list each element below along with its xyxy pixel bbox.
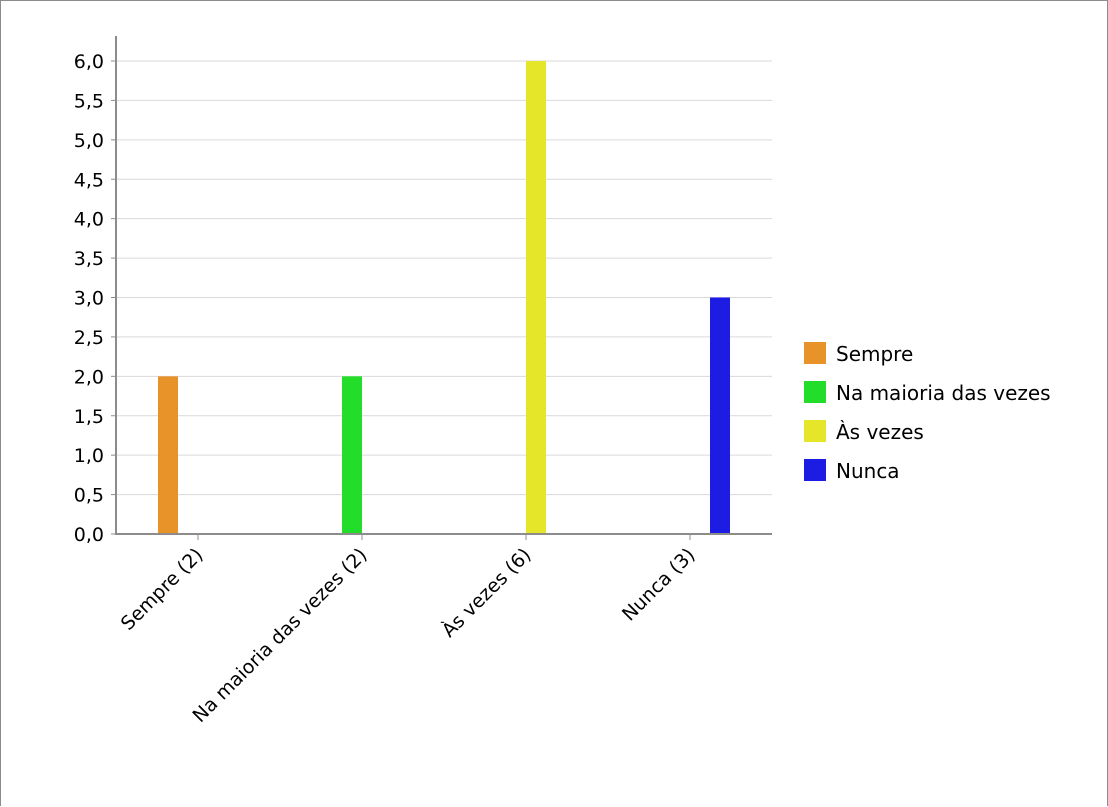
bar bbox=[710, 297, 730, 534]
y-tick-label: 6,0 bbox=[74, 51, 104, 73]
x-tick-label: Na maioria das vezes (2) bbox=[189, 544, 372, 727]
legend: Sempre Na maioria das vezes Às vezes Nunca bbox=[804, 342, 1051, 483]
y-tick-label: 0,0 bbox=[74, 524, 104, 546]
y-tick-label: 5,0 bbox=[74, 130, 104, 152]
y-tick-label: 2,0 bbox=[74, 366, 104, 388]
legend-label: Sempre bbox=[836, 342, 913, 366]
y-tick-label: 4,5 bbox=[74, 169, 104, 191]
legend-swatch bbox=[804, 459, 826, 481]
legend-label: Nunca bbox=[836, 459, 900, 483]
legend-label: Na maioria das vezes bbox=[836, 381, 1051, 405]
gridlines bbox=[116, 60, 772, 496]
y-tick-label: 3,0 bbox=[74, 288, 104, 310]
y-tick-label: 1,5 bbox=[74, 406, 104, 428]
legend-swatch bbox=[804, 420, 826, 442]
x-axis-labels: Sempre (2)Na maioria das vezes (2) Às vez… bbox=[117, 543, 700, 727]
legend-label: Às vezes bbox=[836, 420, 924, 444]
y-tick-label: 0,5 bbox=[74, 485, 104, 507]
axes bbox=[115, 36, 772, 540]
bar bbox=[158, 376, 178, 534]
y-tick-label: 5,5 bbox=[74, 90, 104, 112]
x-tick-label: Nunca (3) bbox=[618, 544, 700, 626]
y-tick-label: 3,5 bbox=[74, 248, 104, 270]
x-tick-label: Sempre (2) bbox=[117, 544, 208, 635]
x-tick-label: Às vezes (6) bbox=[437, 543, 536, 642]
y-axis-ticks: 0,0 0,5 1,0 1,5 2,0 2,5 3,0 3,5 4,0 4,5 5,0 5,5 6,0 bbox=[74, 51, 116, 546]
y-tick-label: 1,0 bbox=[74, 445, 104, 467]
y-tick-label: 4,0 bbox=[74, 209, 104, 231]
legend-swatch bbox=[804, 342, 826, 364]
y-tick-label: 2,5 bbox=[74, 327, 104, 349]
bar bbox=[342, 376, 362, 534]
bar bbox=[526, 61, 546, 534]
legend-swatch bbox=[804, 381, 826, 403]
bars bbox=[158, 61, 730, 534]
